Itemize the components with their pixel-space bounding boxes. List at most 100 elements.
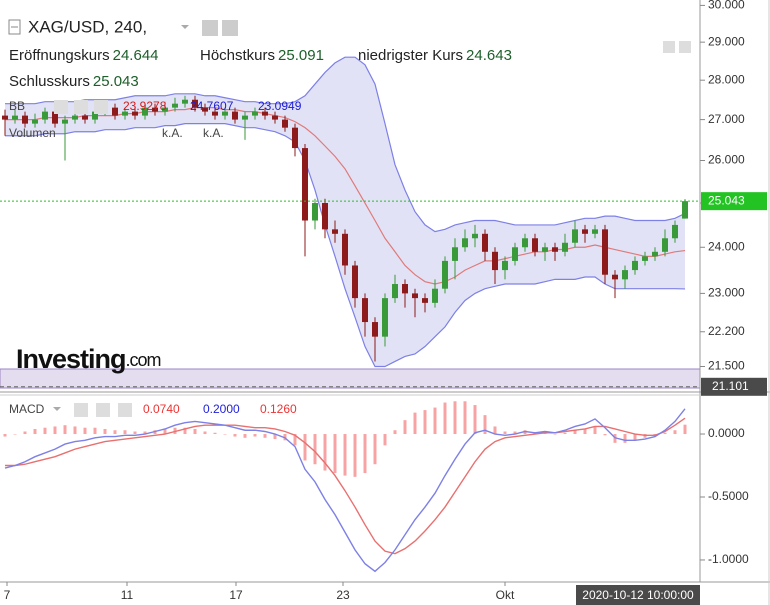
histogram-bar — [183, 427, 187, 435]
histogram-bar — [333, 434, 337, 474]
indicator-icon[interactable] — [118, 403, 132, 417]
histogram-bar — [453, 401, 457, 435]
indicator-icon[interactable] — [74, 100, 88, 114]
indicator-icon[interactable] — [54, 100, 68, 114]
histogram-bar — [583, 428, 587, 435]
candle-body — [272, 115, 278, 120]
x-tick-label: 7 — [4, 588, 11, 602]
histogram-bar — [473, 405, 477, 435]
crosshair-price-label: 21.101 — [712, 379, 749, 393]
candle-body — [202, 107, 208, 112]
y-tick-label: 28.000 — [708, 72, 745, 86]
histogram-bar — [123, 430, 127, 435]
high-label: Höchstkurs — [200, 47, 275, 64]
bollinger-middle — [5, 107, 686, 285]
histogram-bar — [233, 434, 237, 437]
histogram-bar — [433, 407, 437, 435]
histogram-bar — [33, 428, 37, 435]
volume-label: Volumen — [9, 126, 56, 140]
logo-suffix: .com — [126, 350, 161, 370]
macd-histogram-value: 0.0740 — [143, 402, 180, 416]
candle-body — [2, 115, 8, 120]
volume-value: k.A. — [162, 126, 183, 140]
candle-body — [522, 238, 528, 248]
histogram-bar — [163, 428, 167, 435]
close-label: Schlusskurs — [9, 73, 90, 90]
histogram-bar — [363, 434, 367, 474]
candle-body — [392, 284, 398, 299]
macd-line — [4, 408, 686, 573]
candle-body — [232, 111, 238, 120]
toolbar-icon[interactable] — [679, 41, 691, 53]
histogram-bar — [323, 434, 327, 471]
collapse-icon[interactable] — [8, 19, 21, 35]
candle-body — [342, 233, 348, 266]
candle-body — [192, 99, 198, 108]
histogram-bar — [413, 412, 417, 435]
histogram-bar — [223, 434, 227, 435]
histogram-bar — [263, 434, 267, 438]
candle-body — [462, 238, 468, 248]
indicator-icon[interactable] — [74, 403, 88, 417]
bb-label: BB — [9, 99, 25, 113]
histogram-bar — [573, 430, 577, 435]
candle-body — [362, 298, 368, 323]
ohlc-legend: Eröffnungskurs 24.644 — [9, 47, 159, 64]
histogram-bar — [133, 431, 137, 435]
candle-body — [372, 322, 378, 337]
open-value: 24.644 — [113, 47, 159, 64]
histogram-bar — [43, 427, 47, 435]
histogram-bar — [383, 434, 387, 446]
candle-body — [282, 119, 288, 128]
y-tick-label: 24.000 — [708, 239, 745, 253]
volume-value: k.A. — [203, 126, 224, 140]
histogram-bar — [493, 426, 497, 435]
candle-body — [322, 203, 328, 230]
crosshair-price-box — [701, 377, 767, 396]
candle-body — [32, 119, 38, 124]
candle-body — [512, 247, 518, 261]
crosshair-time-box — [576, 585, 700, 605]
histogram-bar — [253, 434, 257, 437]
histogram-bar — [53, 426, 57, 435]
y-tick-label: 0.0000 — [708, 426, 745, 440]
histogram-bar — [293, 434, 297, 446]
candle-body — [582, 229, 588, 234]
histogram-bar — [213, 432, 217, 435]
candle-body — [352, 265, 358, 299]
histogram-bar — [463, 401, 467, 435]
logo: Investing.com — [16, 344, 161, 374]
candle-body — [312, 203, 318, 221]
histogram-bar — [373, 434, 377, 465]
x-tick-label: 17 — [229, 588, 243, 602]
toolbar-icon[interactable] — [663, 41, 675, 53]
histogram-bar — [663, 432, 667, 435]
candle-body — [402, 284, 408, 294]
candle-body — [142, 107, 148, 116]
histogram-bar — [563, 432, 567, 435]
candle-body — [562, 242, 568, 252]
low-label: niedrigster Kurs — [358, 47, 463, 64]
crosshair-time-label: 2020-10-12 10:00:00 — [582, 588, 694, 602]
settings-icon[interactable] — [202, 20, 218, 36]
candle-body — [432, 288, 438, 303]
dropdown-icon[interactable] — [53, 407, 61, 411]
candle-body — [472, 233, 478, 239]
bollinger-upper — [5, 56, 686, 233]
indicator-icon[interactable] — [96, 403, 110, 417]
settings-icon[interactable] — [222, 20, 238, 36]
ohlc-legend: Schlusskurs 25.043 — [9, 73, 139, 90]
dropdown-icon[interactable] — [181, 25, 189, 29]
low-value: 24.643 — [466, 47, 512, 64]
histogram-bar — [603, 434, 607, 436]
macd-signal-value: 0.1260 — [260, 402, 297, 416]
candle-body — [552, 247, 558, 252]
candle-body — [682, 201, 688, 219]
candle-body — [612, 274, 618, 280]
histogram-bar — [13, 434, 17, 435]
candle-body — [132, 111, 138, 116]
indicator-icon[interactable] — [94, 100, 108, 114]
macd-title: MACD — [9, 402, 45, 416]
last-price-label: 25.043 — [708, 193, 745, 207]
